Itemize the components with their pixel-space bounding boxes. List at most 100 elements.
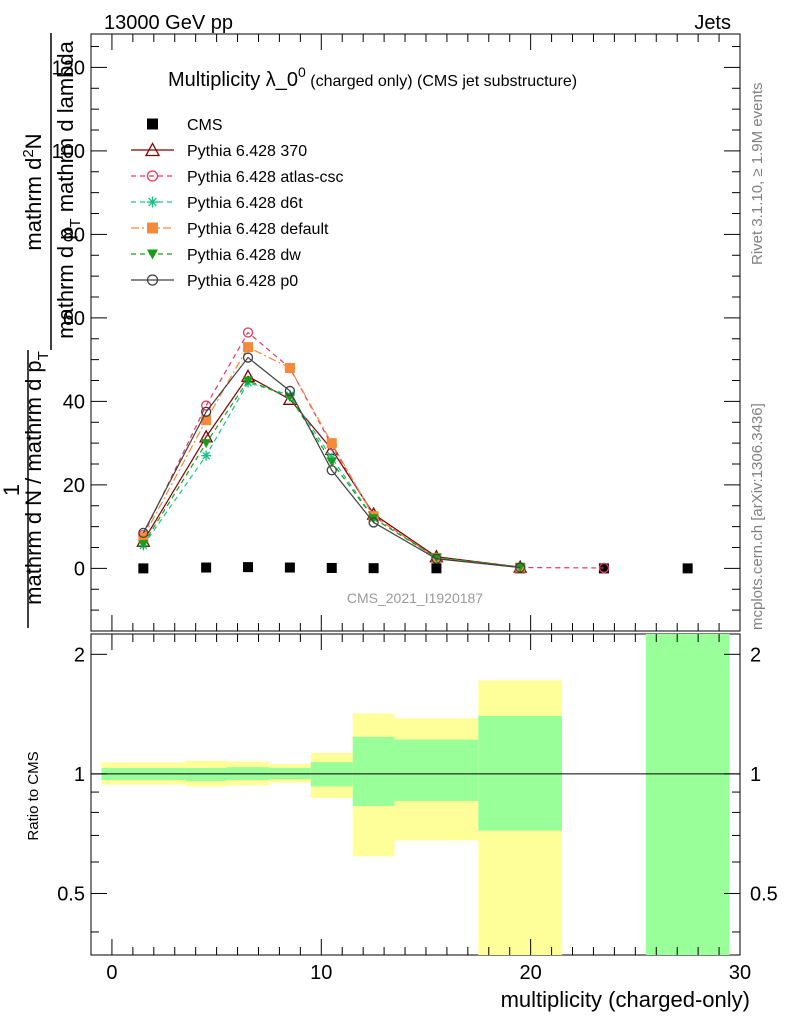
series-line	[142, 346, 521, 569]
main-y-tick-label: 20	[63, 475, 85, 497]
data-point	[284, 562, 295, 573]
data-point	[243, 342, 254, 353]
rivet-version-label: Rivet 3.1.10, ≥ 1.9M events	[749, 83, 766, 266]
ratio-plot-frame	[90, 633, 741, 956]
main-plot-frame	[90, 33, 741, 632]
legend-label: Pythia 6.428 atlas-csc	[187, 169, 344, 186]
legend-marker	[147, 196, 158, 208]
data-point	[515, 563, 526, 573]
ratio-y-tick-label-right: 2	[750, 644, 761, 666]
y-label-numerator: mathrm d2N	[20, 133, 46, 250]
data-point	[368, 514, 379, 524]
data-point	[138, 540, 149, 550]
data-point	[201, 450, 212, 461]
legend-item: Pythia 6.428 d6t	[131, 195, 303, 212]
data-point	[598, 563, 609, 574]
data-point	[326, 438, 337, 449]
series-line	[142, 375, 521, 568]
main-y-tick-label: 60	[63, 308, 85, 330]
data-point	[598, 562, 610, 574]
series-line	[142, 356, 521, 569]
data-point	[431, 553, 442, 563]
data-point	[326, 457, 337, 467]
data-point	[431, 553, 442, 564]
data-point	[201, 562, 212, 573]
ratio-y-tick-label-left: 0.5	[57, 883, 85, 905]
legend-marker	[147, 118, 158, 130]
legend-item: Pythia 6.428 atlas-csc	[131, 169, 344, 186]
legend-item: CMS	[147, 117, 223, 134]
chart-title-rest: (charged only) (CMS jet substructure)	[306, 73, 577, 90]
data-point	[284, 385, 296, 397]
data-point	[201, 439, 212, 449]
data-point	[138, 527, 149, 539]
ratio-y-tick-label-left: 1	[74, 764, 85, 786]
ratio-band-green-6	[394, 739, 479, 801]
data-point	[138, 563, 149, 574]
series-layer	[136, 327, 693, 574]
data-point	[242, 327, 254, 338]
legend-label: Pythia 6.428 p0	[187, 273, 298, 290]
energy-label: 13000 GeV pp	[104, 12, 233, 34]
data-point	[326, 562, 337, 573]
chart-title: Multiplicity λ_00 (charged only) (CMS je…	[168, 64, 577, 91]
mcplots-source-label: mcplots.cern.ch [arXiv:1306.3436]	[749, 403, 766, 630]
data-point	[515, 562, 526, 573]
ratio-x-tick-label: 10	[310, 962, 332, 984]
y-label-prefix-denominator: mathrm d N / mathrm d pT	[21, 351, 52, 605]
series-line	[142, 379, 521, 568]
ratio-y-tick-label-right: 0.5	[750, 883, 778, 905]
data-point-stroke	[202, 451, 211, 460]
legend-marker	[146, 170, 159, 182]
ratio-y-tick-label-left: 2	[74, 644, 85, 666]
main-axis-ticks: 0 20 40 60 80 100 120	[52, 34, 741, 632]
legend-label: Pythia 6.428 d6t	[187, 195, 303, 212]
legend-marker	[144, 142, 161, 157]
data-point	[682, 563, 693, 574]
x-axis-label: multiplicity (charged-only)	[501, 987, 750, 1012]
legend-item: Pythia 6.428 default	[131, 221, 329, 238]
data-point	[201, 415, 212, 426]
legend-marker	[146, 274, 159, 286]
y-label-denominator: mathrm d pT mathrm d lambda	[53, 40, 84, 338]
ratio-band-green-1	[185, 767, 228, 781]
legend-label: Pythia 6.428 370	[187, 143, 307, 160]
y-label-prefix-numerator: 1	[0, 484, 24, 496]
legend-marker-stroke	[148, 197, 157, 207]
main-y-axis-label: mathrm d2N mathrm d pT mathrm d lambda 1…	[0, 33, 84, 628]
data-point	[243, 562, 254, 573]
ratio-band-green-8	[645, 634, 730, 955]
main-y-tick-label: 80	[63, 224, 85, 246]
data-point	[326, 465, 337, 476]
legend-label: Pythia 6.428 dw	[187, 247, 301, 264]
ratio-y-axis-label: Ratio to CMS	[25, 751, 42, 840]
ratio-y-tick-label-right: 1	[750, 764, 761, 786]
data-point	[242, 352, 254, 363]
legend-item: Pythia 6.428 370	[131, 142, 307, 160]
main-y-tick-label: 0	[74, 558, 85, 580]
legend-label: Pythia 6.428 default	[187, 221, 329, 238]
data-point	[284, 362, 295, 373]
data-point	[200, 406, 212, 417]
main-y-tick-label: 100	[52, 141, 85, 163]
legend-label: CMS	[187, 117, 223, 134]
series-0	[138, 562, 693, 574]
series-5	[138, 376, 526, 573]
series-6	[138, 352, 526, 573]
ratio-x-tick-label: 30	[729, 962, 751, 984]
data-point	[431, 563, 442, 574]
analysis-watermark: CMS_2021_I1920187	[347, 590, 483, 606]
legend: CMS Pythia 6.428 370 Pythia 6.428 atlas-cs…	[131, 117, 344, 290]
chart-title-sup: 0	[298, 64, 306, 80]
process-label: Jets	[694, 12, 731, 34]
ratio-band-green-7	[478, 715, 563, 831]
ratio-x-tick-label: 20	[520, 962, 542, 984]
data-point	[243, 376, 254, 386]
legend-marker	[147, 249, 158, 260]
main-y-tick-label: 120	[52, 57, 85, 79]
main-y-tick-label: 40	[63, 391, 85, 413]
legend-marker	[147, 222, 158, 234]
data-point	[368, 517, 379, 528]
chart-title-main: Multiplicity λ_0	[168, 69, 298, 91]
